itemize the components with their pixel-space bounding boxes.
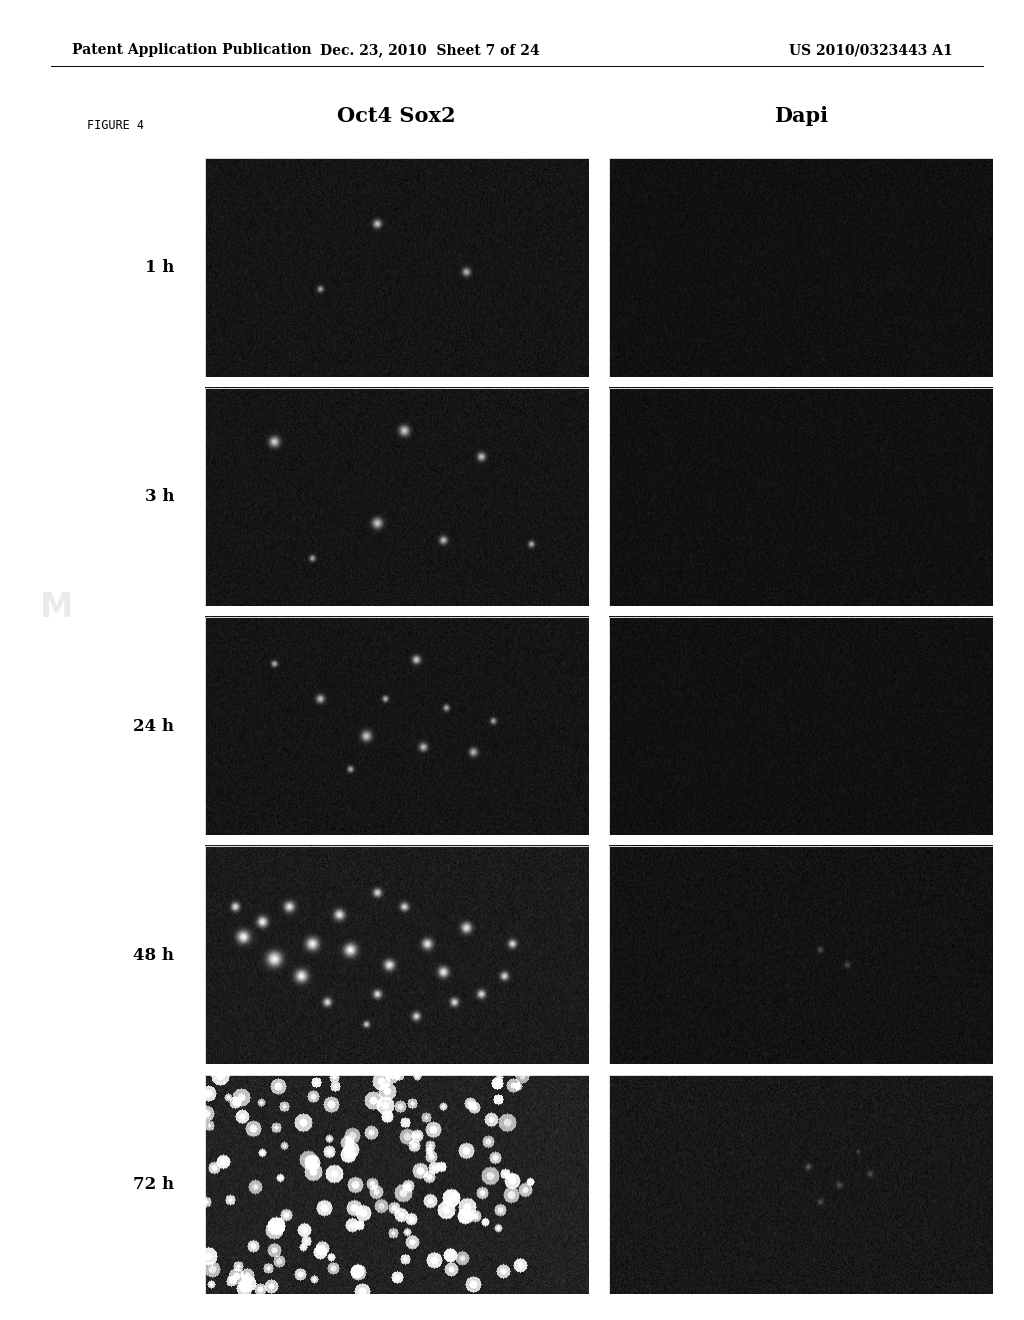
Text: Dec. 23, 2010  Sheet 7 of 24: Dec. 23, 2010 Sheet 7 of 24 [321,44,540,57]
Bar [205,1074,589,1294]
Bar [609,846,993,1064]
Text: Patent Application Publication: Patent Application Publication [72,44,311,57]
Text: Oct4 Sox2: Oct4 Sox2 [338,106,456,127]
Bar [205,616,589,836]
Text: 1 h: 1 h [144,259,174,276]
Text: M: M [40,590,73,623]
Text: Dapi: Dapi [774,106,828,127]
Text: US 2010/0323443 A1: US 2010/0323443 A1 [788,44,952,57]
Bar [609,1074,993,1294]
Text: 3 h: 3 h [144,488,174,506]
Bar [609,158,993,378]
Bar [609,616,993,836]
Bar [205,846,589,1064]
Text: 48 h: 48 h [133,946,174,964]
Text: FIGURE 4: FIGURE 4 [87,119,144,132]
Bar [609,388,993,606]
Bar [205,158,589,378]
Text: 24 h: 24 h [133,718,174,734]
Bar [205,388,589,606]
Text: 72 h: 72 h [133,1176,174,1193]
